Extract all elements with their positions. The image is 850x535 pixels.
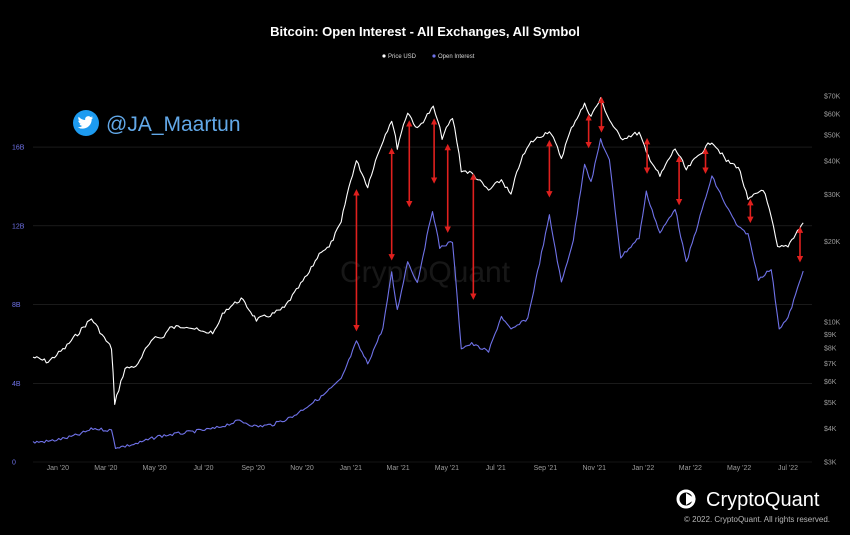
x-tick-label: Mar '21 [387,465,410,472]
watermark: CryptoQuant [340,256,511,289]
left-tick-label: 16B [12,145,25,152]
x-tick-label: Sep '20 [241,465,265,472]
x-tick-label: Jan '20 [47,465,69,472]
open-interest-line [32,138,804,450]
right-tick-label: $5K [824,400,837,407]
left-axis-ticks: 0 4B 8B 12B 16B [12,145,25,467]
cryptoquant-logo-icon [676,489,696,509]
right-tick-label: $30K [824,192,841,199]
x-tick-label: Nov '20 [290,465,314,472]
right-tick-label: $6K [824,379,837,386]
x-tick-label: Nov '21 [582,465,606,472]
legend-oi-label: Open Interest [438,54,475,60]
x-tick-label: Jul '21 [486,465,506,472]
legend-price-label: Price USD [388,54,417,60]
chart-title: Bitcoin: Open Interest - All Exchanges, … [270,24,580,39]
series-lines [32,97,804,450]
x-tick-label: Mar '20 [94,465,117,472]
right-tick-label: $9K [824,332,837,339]
left-tick-label: 0 [12,460,16,467]
x-tick-label: Jan '21 [340,465,362,472]
legend-price-swatch [382,54,386,58]
right-tick-label: $10K [824,320,841,327]
x-tick-label: May '20 [143,465,167,472]
x-tick-label: Jan '22 [632,465,654,472]
twitter-badge: @JA_Maartun [73,110,241,136]
cryptoquant-brand: CryptoQuant [676,489,820,511]
brand-name: CryptoQuant [706,489,820,511]
x-tick-label: May '21 [435,465,459,472]
x-axis-ticks: Jan '20 Mar '20 May '20 Jul '20 Sep '20 Nov '… [47,465,798,472]
left-tick-label: 8B [12,302,21,309]
legend-oi-swatch [432,54,436,58]
x-tick-label: Jul '22 [778,465,798,472]
right-tick-label: $40K [824,159,841,166]
right-tick-label: $8K [824,346,837,353]
x-tick-label: May '22 [727,465,751,472]
grid-lines [33,146,812,463]
copyright: © 2022. CryptoQuant. All rights reserved… [684,515,830,524]
twitter-bird-icon [73,110,99,136]
gap-arrows [353,96,804,332]
right-tick-label: $20K [824,239,841,246]
price-usd-line [32,97,804,405]
right-tick-label: $7K [824,361,837,368]
legend: Price USD Open Interest [382,54,475,60]
right-tick-label: $60K [824,111,841,118]
x-tick-label: Jul '20 [194,465,214,472]
x-tick-label: Sep '21 [534,465,558,472]
right-tick-label: $3K [824,460,837,467]
left-tick-label: 12B [12,223,25,230]
right-tick-label: $70K [824,94,841,101]
twitter-handle: @JA_Maartun [106,113,241,136]
right-tick-label: $50K [824,133,841,140]
x-tick-label: Mar '22 [679,465,702,472]
left-tick-label: 4B [12,381,21,388]
right-axis-ticks: $3K $4K $5K $6K $7K $8K $9K $10K $20K $30K $40K $50… [824,94,841,467]
right-tick-label: $4K [824,426,837,433]
